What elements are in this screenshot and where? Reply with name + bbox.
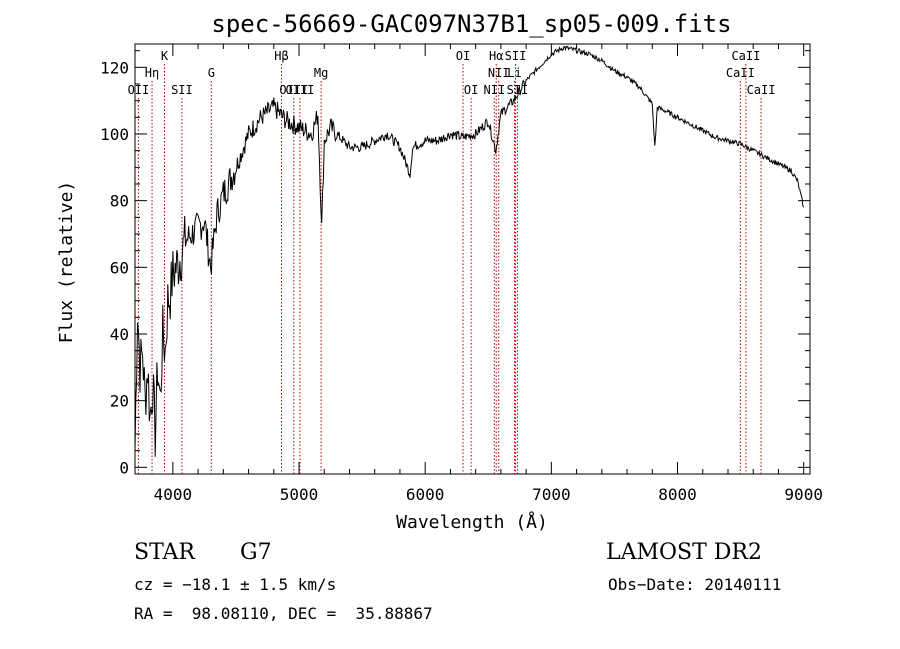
line-marker-label: OI [464,83,478,97]
spectrum-line [134,45,805,457]
y-tick-label: 60 [110,258,129,277]
obs-date: Obs−Date: 20140111 [608,575,782,594]
y-tick-label: 40 [110,325,129,344]
x-tick-label: 4000 [154,485,193,504]
x-tick-label: 9000 [784,485,823,504]
line-marker-label: Li [507,66,521,80]
y-axis-ticks: 0 20 40 60 80 100 120 [100,50,810,477]
plot-frame [134,43,811,475]
line-marker-label: SII [171,83,193,97]
y-tick-label: 0 [119,458,129,477]
y-tick-label: 100 [100,125,129,144]
line-marker-label: NII [483,83,505,97]
x-axis-ticks: 4000 5000 6000 7000 8000 9000 [154,44,823,504]
line-marker-label: NII [488,66,510,80]
line-marker-label: OI [456,49,470,63]
line-marker-label: CaII [731,49,760,63]
line-marker-label: Hη [145,66,159,80]
line-marker-label: OII [128,83,150,97]
redshift-text: cz = −18.1 ± 1.5 km/s [134,575,337,594]
line-marker-label: OIII [279,83,308,97]
x-tick-label: 6000 [406,485,445,504]
line-marker-label: SII [505,49,527,63]
x-tick-label: 8000 [658,485,697,504]
line-marker-label: Mg [314,66,328,80]
y-tick-label: 20 [110,392,129,411]
x-tick-label: 7000 [532,485,571,504]
line-marker-label: G [208,66,215,80]
coordinates: RA = 98.08110, DEC = 35.88867 [134,604,433,623]
object-class: STAR [134,540,195,565]
line-marker-label: Hα [489,49,503,63]
spectral-line-markers [137,64,762,474]
x-tick-label: 5000 [280,485,319,504]
line-marker-label: OIII [285,83,314,97]
line-marker-label: CaII [726,66,755,80]
x-axis-label: Wavelength (Å) [396,511,548,533]
y-tick-label: 120 [100,58,129,77]
object-subclass: G7 [240,540,272,565]
y-tick-label: 80 [110,192,129,211]
line-marker-label: K [161,49,169,63]
survey-name: LAMOST DR2 [606,540,762,565]
line-marker-label: Hβ [274,49,288,63]
chart-title: spec-56669-GAC097N37B1_sp05-009.fits [211,10,732,38]
line-marker-label: SII [507,83,529,97]
y-axis-label: Flux (relative) [56,181,77,344]
line-marker-label: CaII [747,83,776,97]
